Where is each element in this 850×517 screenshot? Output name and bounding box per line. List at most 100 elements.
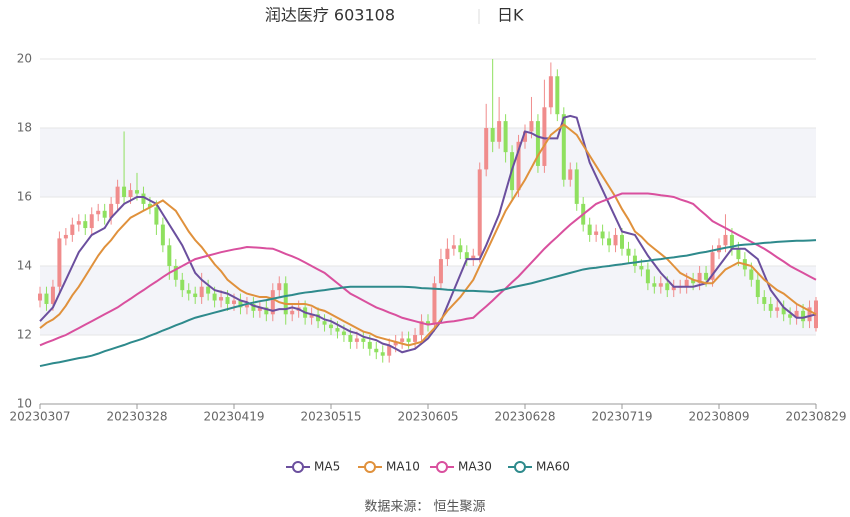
candle-body	[225, 297, 230, 304]
candle-body	[484, 128, 489, 170]
candle-body	[458, 245, 463, 253]
candle-body	[781, 307, 786, 315]
candle-body	[555, 76, 560, 115]
x-tick-label: 20230628	[494, 410, 555, 424]
candle-body	[270, 290, 275, 315]
candle-body	[775, 307, 780, 311]
candle-body	[232, 300, 236, 304]
candle-body	[723, 234, 728, 246]
candle-body	[516, 141, 521, 191]
ma-line	[39, 114, 817, 354]
legend-marker	[292, 461, 304, 473]
candle-body	[154, 207, 159, 225]
candle-body	[180, 279, 185, 291]
candle-body	[341, 331, 346, 335]
candle-body	[406, 338, 411, 342]
candle-body	[691, 279, 696, 284]
legend-marker	[364, 461, 376, 473]
candle-body	[238, 300, 243, 308]
y-tick-label: 14	[17, 259, 32, 273]
candle-body	[212, 293, 217, 301]
x-tick-label: 20230419	[203, 410, 264, 424]
candle-body	[109, 203, 114, 218]
candle-body	[548, 76, 553, 108]
y-tick-label: 12	[17, 328, 32, 342]
y-tick-label: 20	[17, 52, 32, 66]
candle-body	[490, 128, 495, 142]
candle-body	[413, 335, 418, 342]
x-tick-label: 20230719	[591, 410, 652, 424]
candle-body	[316, 314, 321, 322]
candle-body	[38, 293, 42, 301]
candle-body	[665, 283, 670, 291]
candle-body	[652, 283, 657, 287]
candle-body	[639, 266, 644, 270]
candle-body	[587, 224, 592, 235]
candle-body	[374, 348, 379, 353]
candle-body	[329, 324, 333, 329]
candle-body	[83, 221, 88, 229]
ma-line	[39, 192, 817, 347]
x-tick-label: 20230829	[785, 410, 846, 424]
candle-body	[607, 238, 612, 246]
candle-body	[141, 193, 146, 204]
candle-body	[529, 121, 534, 132]
candle-body	[63, 234, 68, 239]
candle-body	[277, 283, 282, 291]
candle-body	[632, 255, 637, 266]
legend-item: MA30	[430, 460, 492, 474]
candle-body	[309, 314, 314, 318]
candle-body	[44, 293, 49, 304]
candle-body	[704, 272, 709, 280]
candle-body	[135, 190, 139, 194]
ma-line	[39, 239, 817, 368]
legend-item: MA10	[358, 460, 420, 474]
y-tick-label: 18	[17, 121, 32, 135]
candle-body	[497, 121, 502, 142]
candle-body	[173, 266, 178, 280]
candle-body	[807, 307, 812, 322]
candle-body	[380, 352, 385, 356]
candle-body	[710, 252, 715, 280]
source: 数据来源： 恒生聚源	[364, 500, 485, 515]
candle-body	[251, 303, 256, 311]
candle-body	[794, 310, 799, 318]
candle-body	[219, 297, 224, 301]
candle-body	[788, 314, 793, 318]
candle-body	[658, 283, 663, 287]
candle-body	[620, 234, 624, 249]
candle-body	[697, 272, 702, 284]
candle-body	[400, 338, 405, 342]
candle-body	[76, 221, 81, 225]
candle-body	[419, 321, 424, 335]
candle-body	[322, 321, 327, 325]
candle-body	[432, 283, 437, 325]
candle-body	[115, 186, 120, 204]
candle-body	[354, 338, 359, 342]
candle-body	[70, 224, 75, 235]
legend-marker	[514, 461, 526, 473]
candle-body	[160, 224, 165, 246]
x-tick-label: 20230328	[106, 410, 167, 424]
candle-body	[542, 107, 547, 166]
legend-marker	[436, 461, 448, 473]
candle-body	[367, 341, 372, 349]
candle-body	[762, 297, 767, 304]
candle-body	[244, 303, 249, 308]
candle-body	[57, 238, 62, 287]
y-tick-label: 10	[17, 397, 32, 411]
candle-body	[257, 307, 262, 311]
candle-body	[471, 255, 476, 260]
candle-body	[147, 203, 152, 208]
legend-label: MA10	[386, 460, 420, 474]
x-tick-label: 20230605	[397, 410, 458, 424]
candle-body	[348, 335, 353, 342]
grid-band	[40, 128, 816, 197]
candle-body	[561, 114, 566, 180]
candle-body	[613, 234, 618, 246]
candle-body	[535, 121, 540, 166]
ma-line	[39, 123, 817, 347]
candle-body	[451, 245, 456, 249]
x-tick-label: 20230515	[300, 410, 361, 424]
